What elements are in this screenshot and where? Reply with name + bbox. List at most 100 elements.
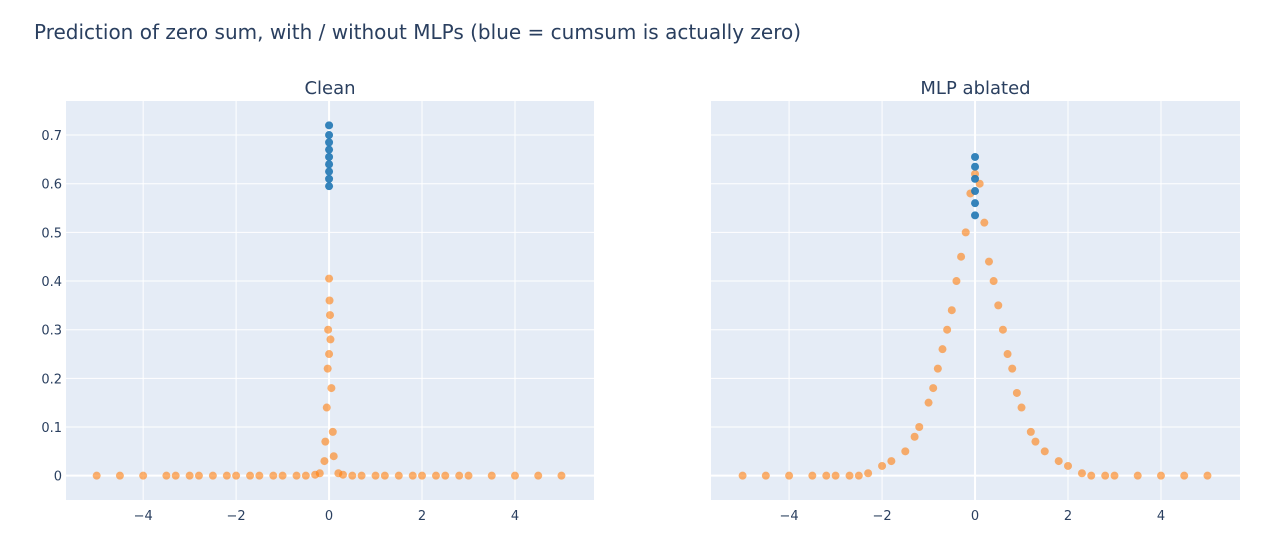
point [938, 345, 947, 354]
point [943, 325, 952, 334]
point [971, 187, 980, 196]
x-tick-label: 2 [418, 509, 426, 524]
point [278, 471, 287, 480]
point [1180, 471, 1189, 480]
point [1054, 457, 1063, 466]
point [339, 470, 348, 479]
subplot-title: Clean [304, 78, 355, 99]
point [327, 384, 336, 393]
x-tick-label: −2 [872, 509, 891, 524]
point [738, 471, 747, 480]
point [761, 471, 770, 480]
point [971, 211, 980, 220]
point [1077, 469, 1086, 478]
point [1003, 350, 1012, 359]
point [822, 471, 831, 480]
point [325, 160, 334, 169]
point [998, 325, 1007, 334]
point [887, 457, 896, 466]
point [326, 311, 334, 320]
point [325, 350, 334, 359]
y-tick-label: 0.2 [41, 372, 62, 387]
point [487, 471, 496, 480]
point [194, 471, 203, 480]
point [139, 471, 148, 480]
point [455, 471, 464, 480]
point [325, 131, 334, 140]
point [901, 447, 910, 456]
point [171, 471, 180, 480]
x-tick-label: 0 [325, 509, 333, 524]
point [961, 228, 970, 237]
point [325, 174, 334, 183]
point [323, 364, 332, 373]
point [1064, 461, 1073, 470]
y-tick-label: 0.5 [41, 226, 62, 241]
point [380, 471, 389, 480]
point [325, 138, 334, 147]
point [971, 152, 980, 161]
point [222, 471, 231, 480]
point [845, 471, 854, 480]
point [269, 471, 278, 480]
point [408, 471, 417, 480]
y-tick-label: 0.3 [41, 324, 62, 339]
point [325, 296, 334, 305]
x-tick-label: −4 [780, 509, 799, 524]
point [915, 423, 924, 432]
point [329, 452, 338, 461]
point [322, 403, 331, 412]
point [324, 325, 333, 334]
point [929, 384, 938, 393]
point [1110, 471, 1119, 480]
point [989, 277, 998, 286]
point [255, 471, 264, 480]
point [808, 471, 817, 480]
point [947, 306, 956, 315]
point [971, 199, 980, 208]
point [315, 469, 324, 478]
point [785, 471, 794, 480]
point [510, 471, 519, 480]
y-tick-label: 0.7 [41, 129, 62, 144]
point [984, 257, 993, 266]
point [394, 471, 403, 480]
point [910, 432, 919, 441]
point [1040, 447, 1049, 456]
point [162, 471, 171, 480]
x-tick-label: −4 [134, 509, 153, 524]
x-tick-label: 2 [1064, 509, 1072, 524]
point [952, 277, 961, 286]
point [464, 471, 473, 480]
point [301, 471, 310, 480]
point [292, 471, 301, 480]
point [371, 471, 380, 480]
point [994, 301, 1003, 310]
point [208, 471, 217, 480]
point [557, 471, 566, 480]
point [1133, 471, 1142, 480]
y-tick-label: 0.6 [41, 178, 62, 193]
point [1156, 471, 1165, 480]
chart-title: Prediction of zero sum, with / without M… [34, 20, 801, 44]
point [1026, 427, 1035, 436]
x-tick-label: 4 [1157, 509, 1165, 524]
point [1031, 437, 1040, 446]
point [418, 471, 427, 480]
y-tick-label: 0 [54, 470, 62, 485]
point [348, 471, 357, 480]
point [534, 471, 543, 480]
point [441, 471, 450, 480]
x-tick-label: 0 [971, 509, 979, 524]
point [232, 471, 241, 480]
point [325, 145, 334, 154]
point [1101, 471, 1110, 480]
point [320, 457, 329, 466]
point [325, 152, 334, 161]
point [1017, 403, 1026, 412]
point [1012, 388, 1021, 397]
point [246, 471, 255, 480]
point [92, 471, 101, 480]
y-tick-label: 0.4 [41, 275, 62, 290]
